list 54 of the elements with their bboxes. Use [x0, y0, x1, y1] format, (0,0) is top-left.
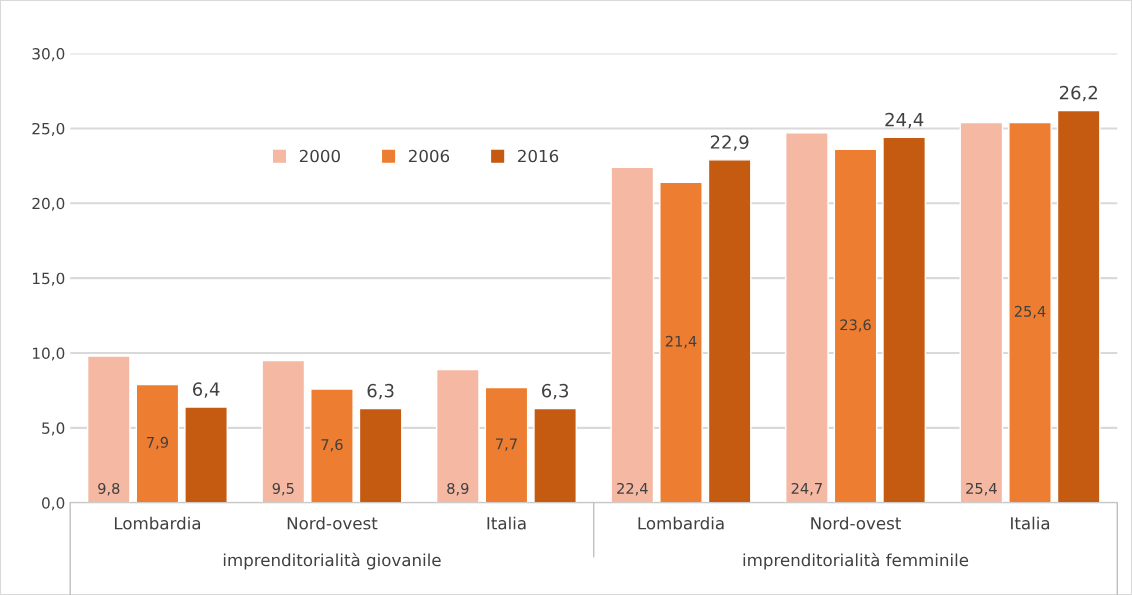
y-tick-label: 15,0: [32, 272, 65, 286]
x-tick-label: Lombardia: [114, 516, 201, 530]
data-label: 6,3: [542, 383, 569, 400]
bar: [833, 148, 878, 503]
bar: [1056, 109, 1101, 503]
bar: [184, 406, 228, 503]
data-label: 7,7: [496, 438, 517, 451]
data-label: 24,7: [791, 482, 822, 496]
legend-label: 2000: [299, 149, 340, 163]
text: imprenditorialità giovanile: [223, 552, 441, 570]
data-label: 23,6: [840, 319, 871, 332]
data-label: 9,5: [272, 482, 294, 496]
y-tick-label: 5,0: [42, 422, 65, 436]
x-tick-label: Lombardia: [638, 516, 724, 530]
y-tick-label: 25,0: [32, 122, 65, 136]
x-tick-label: Nord-ovest: [287, 516, 378, 530]
bar: [959, 121, 1004, 503]
y-tick-label: 0,0: [42, 497, 65, 511]
y-tick-label: 20,0: [32, 197, 65, 211]
bar: [785, 132, 829, 503]
x-tick-label: Italia: [1011, 516, 1050, 530]
bar: [707, 159, 752, 503]
data-label: 9,8: [98, 482, 120, 496]
legend-label: 2006: [408, 149, 450, 163]
data-label: 7,9: [147, 436, 169, 450]
text: imprenditorialità femminile: [743, 552, 969, 570]
bar: [533, 407, 577, 503]
legend-label: 2016: [518, 149, 559, 163]
bar: [659, 181, 703, 503]
data-label: 25,4: [966, 482, 997, 496]
data-label: 25,4: [1014, 305, 1046, 319]
bar: [310, 388, 354, 503]
y-tick-label: 10,0: [32, 347, 65, 361]
bar: [1008, 121, 1052, 503]
x-tick-label: Nord-ovest: [811, 516, 901, 530]
data-label: 22,4: [617, 482, 648, 496]
data-label: 6,3: [367, 383, 394, 400]
data-label: 26,2: [1059, 85, 1097, 102]
bar: [435, 368, 480, 503]
data-label: 7,6: [321, 439, 343, 452]
data-label: 8,9: [447, 482, 469, 496]
bar: [261, 359, 306, 503]
data-label: 22,9: [710, 135, 749, 151]
bar: [610, 166, 655, 503]
y-tick-label: 30,0: [32, 48, 65, 62]
data-label: 6,4: [193, 382, 220, 398]
bar: [358, 407, 403, 503]
bar: [86, 355, 131, 503]
x-tick-label: Italia: [487, 516, 526, 530]
bar: [882, 136, 927, 503]
bar: [484, 386, 529, 503]
data-label: 24,4: [885, 112, 924, 129]
bar: [135, 383, 180, 503]
data-label: 21,4: [665, 335, 697, 349]
